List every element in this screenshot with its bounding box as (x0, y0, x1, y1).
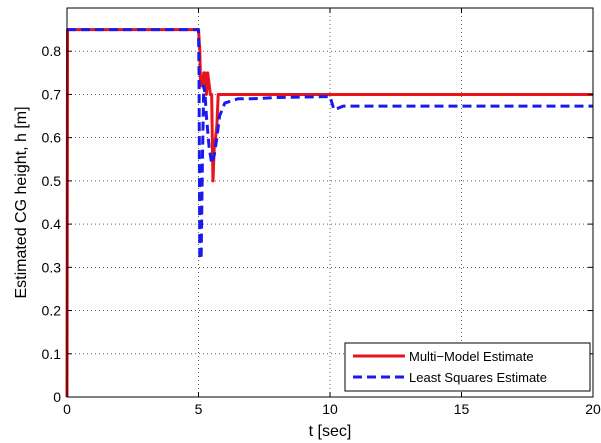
grid-lines (67, 8, 593, 397)
y-axis-label: Estimated CG height, h [m] (13, 106, 30, 298)
x-tick-label: 20 (585, 401, 601, 417)
y-tick-label: 0.2 (42, 303, 62, 319)
legend-entry: Least Squares Estimate (409, 370, 547, 385)
x-tick-label: 10 (322, 401, 338, 417)
x-axis-label: t [sec] (309, 423, 352, 440)
legend: Multi−Model Estimate Least Squares Estima… (344, 342, 591, 392)
x-tick-label: 15 (454, 401, 470, 417)
plot-area-frame (66, 7, 594, 398)
y-tick-label: 0.7 (42, 86, 62, 102)
legend-box (344, 342, 591, 392)
y-tick-label: 0.6 (42, 130, 62, 146)
y-tick-label: 0.1 (42, 346, 62, 362)
series-line-1 (65, 28, 593, 398)
legend-entry: Multi−Model Estimate (409, 349, 534, 364)
y-tick-label: 0.3 (42, 259, 62, 275)
plot-series (65, 28, 593, 398)
y-tick-label: 0.4 (42, 216, 62, 232)
y-tick-label: 0 (53, 389, 61, 405)
series-line-2 (67, 28, 593, 261)
y-tick-label: 0.8 (42, 43, 62, 59)
y-tick-label: 0.5 (42, 173, 62, 189)
x-tick-label: 0 (63, 401, 71, 417)
x-tick-label: 5 (195, 401, 203, 417)
